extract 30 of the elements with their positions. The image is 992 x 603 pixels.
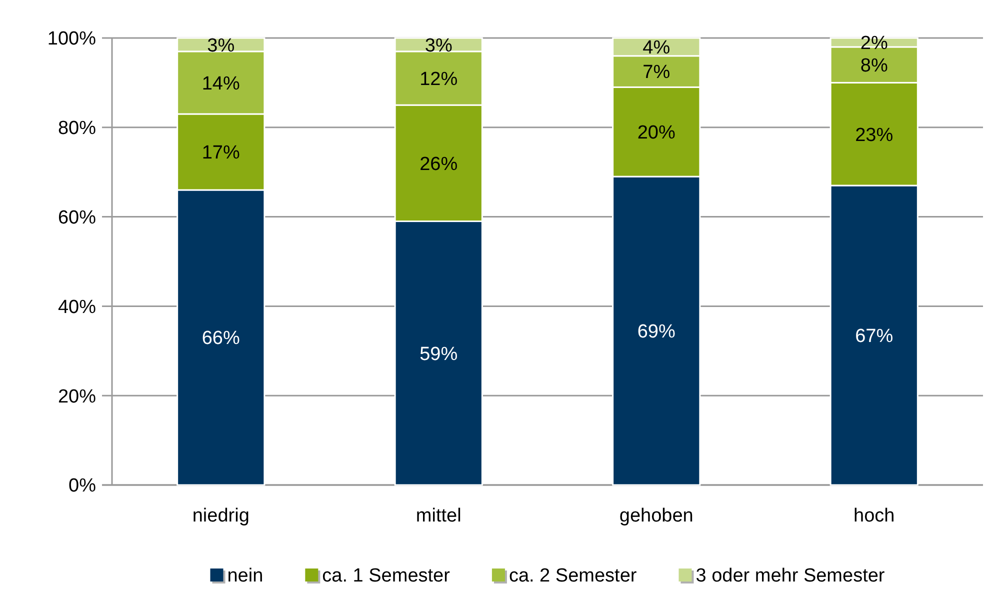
y-tick-label: 100% xyxy=(47,28,96,50)
x-tick-label: niedrig xyxy=(192,506,250,527)
legend-label: ca. 1 Semester xyxy=(322,566,451,587)
y-tick-label: 0% xyxy=(68,476,96,497)
text: 17% xyxy=(202,142,240,164)
legend-label: 3 oder mehr Semester xyxy=(696,566,886,587)
text: 3% xyxy=(207,35,235,56)
text: 69% xyxy=(637,321,676,342)
text: 2% xyxy=(860,33,888,54)
x-tick-label: mittel xyxy=(416,506,462,527)
y-tick-label: 80% xyxy=(58,118,96,140)
text: 7% xyxy=(642,62,670,84)
text: 14% xyxy=(202,73,240,94)
text: 8% xyxy=(860,55,888,76)
text: 12% xyxy=(420,68,458,90)
legend-label: ca. 2 Semester xyxy=(508,566,638,587)
text: 23% xyxy=(855,124,894,146)
y-tick-label: 40% xyxy=(58,296,96,318)
text: 67% xyxy=(855,326,894,347)
text: 59% xyxy=(420,344,458,365)
text: 20% xyxy=(637,122,676,144)
x-tick-label: gehoben xyxy=(619,506,694,527)
y-tick-label: 60% xyxy=(58,207,96,228)
text: 26% xyxy=(420,154,458,175)
text: 4% xyxy=(642,38,670,59)
x-tick-label: hoch xyxy=(854,506,895,527)
y-tick-label: 20% xyxy=(58,386,96,408)
legend-label: nein xyxy=(227,566,264,587)
text: 66% xyxy=(202,328,240,350)
text: 3% xyxy=(424,35,452,56)
